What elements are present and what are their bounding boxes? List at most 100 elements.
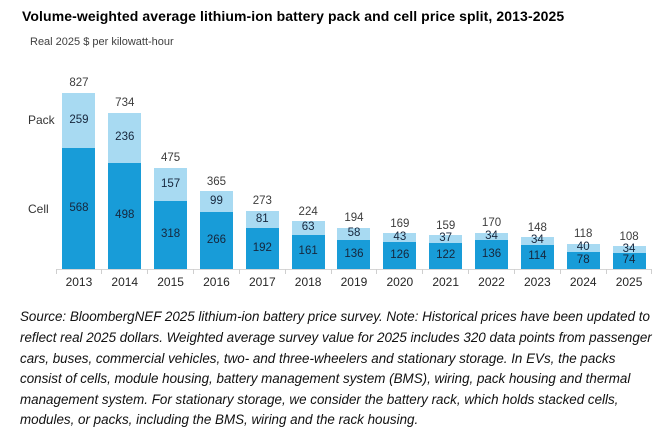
cell-value-label: 192: [252, 241, 272, 254]
axis-tick: [238, 269, 240, 274]
x-tick-label: 2021: [432, 275, 460, 289]
x-tick-label: 2015: [157, 275, 184, 289]
axis-tick: [605, 269, 607, 274]
bar-total-label: 159: [436, 219, 456, 232]
axis-tick: [651, 269, 653, 274]
bar-total-label: 108: [619, 230, 639, 243]
axis-tick: [330, 269, 332, 274]
bar-column: 365 99 266 2016: [194, 71, 240, 289]
pack-segment: 37: [429, 232, 463, 245]
cell-segment: 114: [520, 244, 554, 269]
bar-stack: 40 78: [566, 241, 600, 269]
bar-stack: 63 161: [291, 221, 325, 269]
cell-segment: 266: [199, 212, 233, 269]
x-tick-label: 2020: [386, 275, 414, 289]
bar-column: 148 34 114 2023: [514, 71, 561, 289]
bar-total-label: 365: [206, 175, 227, 188]
x-tick-label: 2023: [524, 275, 551, 289]
pack-segment: 34: [475, 229, 509, 242]
cell-segment: 136: [337, 240, 371, 269]
x-tick-label: 2025: [615, 275, 643, 289]
bar-stack: 81 192: [245, 210, 279, 269]
pack-value-label: 58: [347, 227, 361, 240]
bar-stack: 99 266: [199, 191, 233, 269]
bar-total-label: 475: [161, 152, 181, 165]
pack-value-label: 40: [576, 241, 590, 254]
bar-stack: 236 498: [108, 112, 142, 269]
pack-segment: 236: [108, 112, 142, 163]
bar-total-label: 827: [69, 77, 89, 90]
source-note: Source: BloombergNEF 2025 lithium-ion ba…: [20, 309, 652, 428]
pack-segment: 34: [520, 234, 554, 247]
cell-segment: 161: [291, 234, 325, 269]
bar-stack: 157 318: [154, 167, 188, 269]
x-tick-label: 2013: [65, 275, 93, 289]
pack-value-label: 34: [622, 242, 636, 255]
cell-value-label: 498: [115, 209, 135, 222]
x-tick-label: 2018: [294, 275, 322, 289]
bar-column: 108 34 74 2025: [606, 71, 653, 289]
x-tick-label: 2016: [203, 275, 230, 289]
cell-segment: 568: [62, 148, 96, 269]
axis-tick: [559, 269, 561, 274]
axis-tick: [468, 269, 470, 274]
pack-value-label: 236: [115, 131, 135, 144]
axis-tick: [513, 269, 515, 274]
pack-value-label: 99: [210, 195, 223, 208]
cell-value-label: 266: [206, 233, 227, 246]
unit-label: Real 2025 $ per kilowatt-hour: [30, 36, 174, 48]
cell-value-label: 161: [298, 245, 318, 258]
bar-column: 273 81 192 2017: [239, 71, 286, 289]
bar-column: 169 43 126 2020: [377, 71, 424, 289]
bar-stack: 58 136: [337, 227, 371, 269]
pack-segment: 81: [245, 210, 279, 229]
pack-segment: 157: [154, 167, 188, 202]
pack-value-label: 63: [301, 221, 315, 234]
bar-total-label: 224: [298, 205, 318, 218]
axis-tick: [101, 269, 103, 274]
bar-column: 118 40 78 2024: [560, 71, 607, 289]
pack-segment: 63: [291, 221, 325, 235]
bar-stack: 37 122: [429, 232, 463, 269]
bar-column: 159 37 122 2021: [423, 71, 470, 289]
cell-value-label: 126: [390, 248, 410, 261]
axis-tick: [147, 269, 149, 274]
bar-total-label: 148: [527, 221, 547, 234]
pack-value-label: 34: [485, 229, 498, 242]
bar-column: 734 236 498 2014: [102, 71, 149, 289]
cell-value-label: 318: [161, 228, 181, 241]
cell-value-label: 114: [528, 250, 547, 263]
axis-tick: [376, 269, 378, 274]
pack-segment: 99: [199, 191, 233, 213]
bar-total-label: 170: [481, 217, 502, 230]
cell-segment: 498: [108, 162, 142, 269]
axis-tick: [55, 269, 57, 274]
bar-column: 475 157 318 2015: [148, 71, 195, 289]
pack-segment: 58: [337, 227, 371, 241]
bar-column: 194 58 136 2019: [331, 71, 378, 289]
pack-value-label: 81: [255, 212, 269, 225]
pack-value-label: 157: [161, 177, 181, 190]
cell-value-label: 136: [481, 247, 502, 260]
bar-stack: 34 74: [612, 242, 646, 269]
cell-series-label: Cell: [28, 201, 49, 216]
x-tick-label: 2024: [569, 275, 597, 289]
cell-segment: 318: [154, 201, 188, 269]
pack-value-label: 34: [530, 234, 544, 247]
axis-tick: [422, 269, 424, 274]
bar-total-label: 273: [252, 195, 272, 208]
bar-total-label: 118: [574, 228, 593, 241]
cell-segment: 136: [475, 240, 509, 269]
bar-total-label: 169: [390, 217, 410, 230]
pack-value-label: 259: [69, 113, 89, 126]
cell-segment: 126: [383, 242, 417, 269]
bar-column: 170 34 136 2022: [469, 71, 515, 289]
pack-segment: 40: [566, 241, 600, 254]
pack-value-label: 37: [439, 232, 453, 245]
cell-value-label: 122: [436, 249, 456, 262]
pack-segment: 43: [383, 230, 417, 243]
bar-stack: 34 114: [520, 234, 554, 269]
bar-total-label: 734: [115, 97, 135, 110]
pack-value-label: 43: [393, 230, 407, 243]
